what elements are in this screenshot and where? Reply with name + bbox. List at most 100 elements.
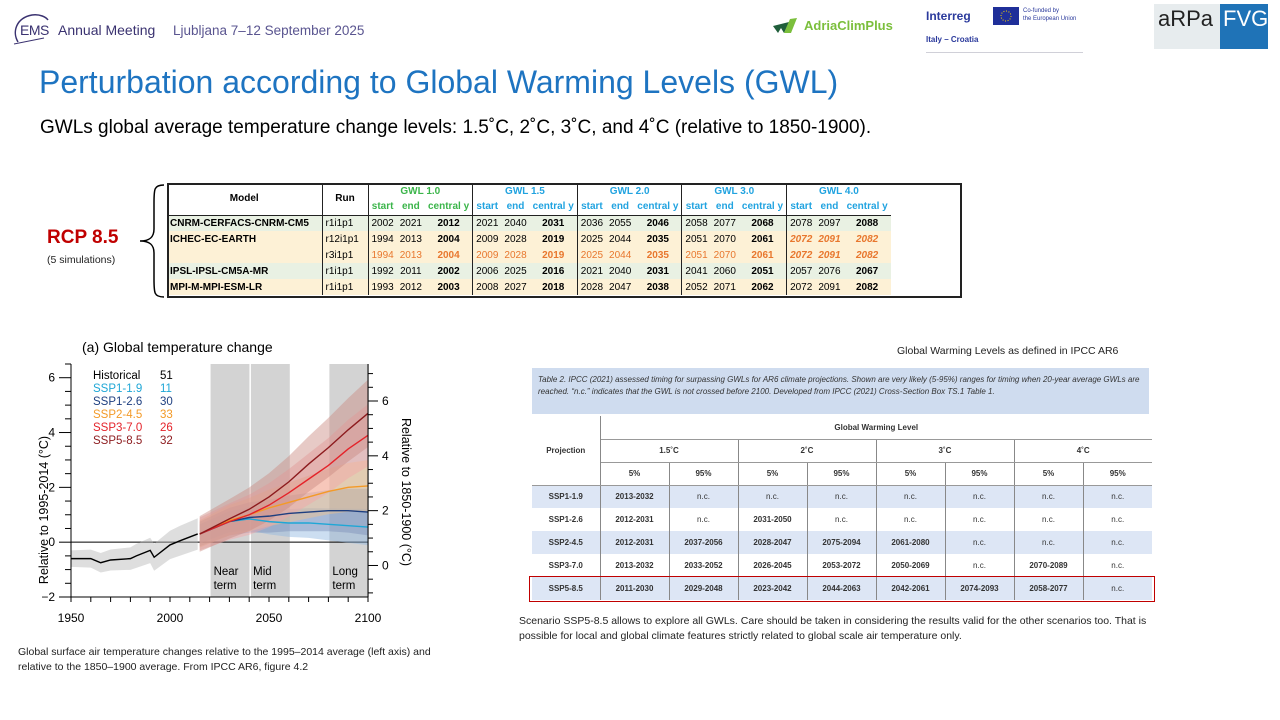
legend-entry-count: 11 (160, 383, 172, 395)
year-cell: 2078 (786, 215, 816, 231)
percentile-header: 95% (669, 462, 739, 486)
series-line-ssp370 (199, 434, 369, 535)
year-cell: 2008 (472, 279, 502, 295)
year-cell: 2003 (425, 279, 473, 295)
sub-header-central: central y (529, 199, 578, 216)
year-cell: 2025 (576, 231, 607, 247)
projection-name: SSP5-8.5 (532, 577, 601, 600)
period-shading (250, 364, 290, 597)
timing-cell: n.c. (807, 508, 877, 531)
sub-header-start: start (681, 199, 711, 216)
timing-cell: 2023-2042 (738, 577, 808, 600)
model-name (167, 247, 322, 263)
year-cell: 2018 (529, 279, 578, 295)
timing-cell: 2042-2061 (876, 577, 946, 600)
year-cell: 2016 (529, 263, 578, 279)
interreg-divider (926, 52, 1083, 53)
year-cell: 2004 (425, 247, 473, 263)
sub-header-end: end (501, 199, 530, 216)
gwl-group-header: GWL 4.0 (786, 183, 891, 199)
timing-cell: n.c. (1083, 531, 1152, 554)
timing-cell: 2050-2069 (876, 554, 946, 577)
rcp-label: RCP 8.5 (47, 227, 119, 248)
table-row: CNRM-CERFACS-CNRM-CM5 r1i1p1 2002 2021 2012 2… (167, 215, 891, 231)
eu-cofunded-text: Co-funded by the European Union (1023, 7, 1076, 23)
year-cell: 2072 (786, 247, 816, 263)
year-cell: 2035 (634, 231, 682, 247)
year-cell: 2040 (501, 215, 530, 231)
timing-cell: n.c. (1014, 508, 1084, 531)
timing-cell: n.c. (738, 485, 808, 508)
year-cell: 2091 (815, 279, 844, 295)
year-cell: 2046 (634, 215, 682, 231)
legend-entry-name: SSP3-7.0 (93, 422, 142, 434)
table-row: SSP5-8.5 2011-2030 2029-2048 2023-2042 2044-… (532, 577, 1152, 600)
percentile-header: 95% (945, 462, 1015, 486)
sub-header-central: central y (738, 199, 787, 216)
col-header-run: Run (321, 183, 368, 216)
event-title: Annual Meeting (58, 22, 156, 38)
legend-entry-name: SSP1-2.6 (93, 396, 142, 408)
timing-cell: n.c. (1111, 515, 1125, 524)
year-cell: 2082 (843, 231, 891, 247)
eu-text-line-1: Co-funded by (1023, 8, 1060, 14)
timing-cell: n.c. (945, 508, 1015, 531)
y-tick-label-left: 0 (48, 535, 55, 549)
timing-cell: 2011-2030 (600, 577, 670, 600)
year-cell: 2067 (843, 263, 891, 279)
x-tick-label: 2100 (355, 611, 382, 625)
timing-cell: n.c. (1083, 577, 1152, 600)
year-cell: 2051 (681, 231, 711, 247)
gwl-level-header: 1.5˚C (600, 439, 739, 463)
year-cell: 2004 (425, 231, 473, 247)
table-row: SSP2-4.5 2012-2031 2037-2056 2028-2047 2075-… (532, 531, 1152, 554)
col-header-model: Model (167, 183, 322, 216)
year-cell: 2025 (576, 247, 607, 263)
legend-entry-count: 26 (160, 422, 173, 434)
year-cell: 2097 (815, 215, 844, 231)
sub-header-start: start (472, 199, 502, 216)
chart-title: (a) Global temperature change (82, 339, 273, 355)
timing-cell: n.c. (945, 554, 1015, 577)
period-shading (329, 364, 369, 597)
year-cell: 2041 (681, 263, 711, 279)
timing-cell: n.c. (1014, 485, 1084, 508)
series-line-ssp245 (199, 485, 369, 535)
fvg-logo-text: FVG (1223, 6, 1269, 31)
year-cell: 2021 (472, 215, 502, 231)
year-cell: 2044 (606, 231, 635, 247)
timing-cell: 2033-2052 (669, 554, 739, 577)
year-cell: 2002 (425, 263, 473, 279)
chart-ylabel-right: Relative to 1850-1900 (°C) (399, 418, 413, 566)
timing-cell: n.c. (945, 531, 1015, 554)
legend-entry-count: 32 (160, 435, 173, 447)
year-cell: 2088 (843, 215, 891, 231)
sub-header-end: end (815, 199, 844, 216)
year-cell: 2012 (396, 279, 425, 295)
year-cell: 2031 (529, 215, 578, 231)
year-cell: 2082 (843, 279, 891, 295)
timing-cell: n.c. (876, 485, 946, 508)
timing-cell: 2012-2031 (600, 508, 670, 531)
year-cell: 2027 (501, 279, 530, 295)
year-cell: 2038 (634, 279, 682, 295)
global-temperature-chart: (a) Global temperature change Relative t… (37, 339, 413, 625)
year-cell: 2057 (786, 263, 816, 279)
timing-cell: 2061-2080 (876, 531, 946, 554)
col-header-projection: Projection (532, 416, 601, 486)
year-cell: 2002 (367, 215, 397, 231)
year-cell: 2031 (634, 263, 682, 279)
year-cell: 2036 (576, 215, 607, 231)
year-cell: 2068 (738, 215, 787, 231)
legend-entry-count: 33 (160, 409, 173, 421)
gwl-group-header: GWL 1.5 (472, 183, 578, 199)
italy-croatia-text: Italy – Croatia (926, 35, 979, 44)
table-row: SSP1-2.6 2012-2031 n.c. 2031-2050 n.c. n.c. n.… (532, 508, 1152, 531)
period-shading (210, 364, 251, 597)
series-line-ssp585 (199, 412, 369, 535)
sub-header-start: start (786, 199, 816, 216)
year-cell: 2019 (529, 231, 578, 247)
adria-waves-icon (773, 18, 797, 33)
timing-cell: n.c. (945, 485, 1015, 508)
uncertainty-band (199, 404, 368, 551)
